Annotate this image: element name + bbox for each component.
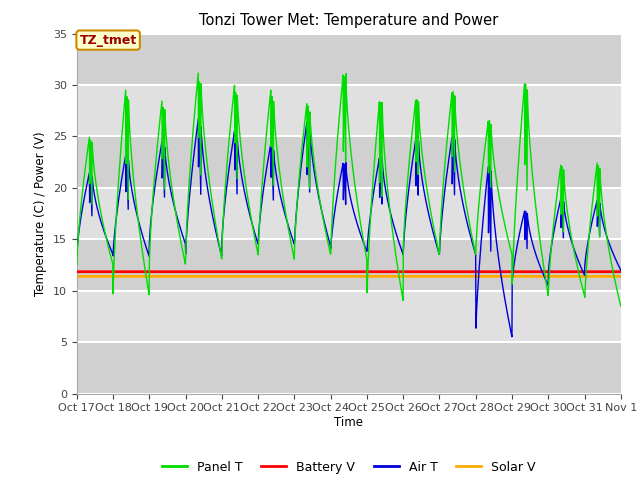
Panel T	[225, 142, 232, 147]
Bar	[77, 136, 621, 188]
Bar	[77, 85, 621, 136]
Bar	[77, 240, 621, 291]
Legend: Panel T, Battery V, Air T, Solar V: Panel T, Battery V, Air T, Solar V	[157, 456, 541, 479]
Solar V	[584, 274, 591, 279]
Battery V	[569, 269, 577, 275]
Battery V	[73, 269, 81, 275]
Battery V	[617, 269, 625, 275]
Solar V	[617, 274, 625, 279]
Air T	[508, 334, 516, 340]
Solar V	[73, 274, 81, 279]
Solar V	[365, 274, 372, 279]
Bar	[77, 188, 621, 240]
Air T	[225, 168, 232, 174]
Line: Panel T: Panel T	[77, 73, 621, 306]
Battery V	[507, 269, 515, 275]
Air T	[73, 252, 81, 258]
Solar V	[376, 274, 384, 279]
Battery V	[225, 269, 232, 275]
Title: Tonzi Tower Met: Temperature and Power: Tonzi Tower Met: Temperature and Power	[199, 13, 499, 28]
Panel T	[195, 70, 202, 76]
Air T	[376, 166, 384, 171]
Solar V	[507, 274, 515, 279]
Panel T	[617, 303, 625, 309]
Air T	[195, 117, 202, 122]
Battery V	[376, 269, 384, 275]
Panel T	[376, 120, 384, 126]
Y-axis label: Temperature (C) / Power (V): Temperature (C) / Power (V)	[35, 132, 47, 296]
Air T	[570, 244, 577, 250]
Text: TZ_tmet: TZ_tmet	[79, 34, 137, 47]
Panel T	[584, 245, 592, 251]
Bar	[77, 342, 621, 394]
Solar V	[225, 274, 232, 279]
Panel T	[73, 262, 81, 268]
Bar	[77, 34, 621, 85]
Panel T	[507, 248, 515, 253]
Battery V	[365, 269, 372, 275]
Line: Air T: Air T	[77, 120, 621, 337]
Bar	[77, 291, 621, 342]
Air T	[584, 238, 592, 243]
Air T	[617, 267, 625, 273]
Panel T	[569, 243, 577, 249]
Battery V	[584, 269, 591, 275]
Air T	[365, 228, 372, 234]
Solar V	[569, 274, 577, 279]
Air T	[507, 329, 515, 335]
X-axis label: Time: Time	[334, 416, 364, 429]
Panel T	[365, 250, 372, 256]
